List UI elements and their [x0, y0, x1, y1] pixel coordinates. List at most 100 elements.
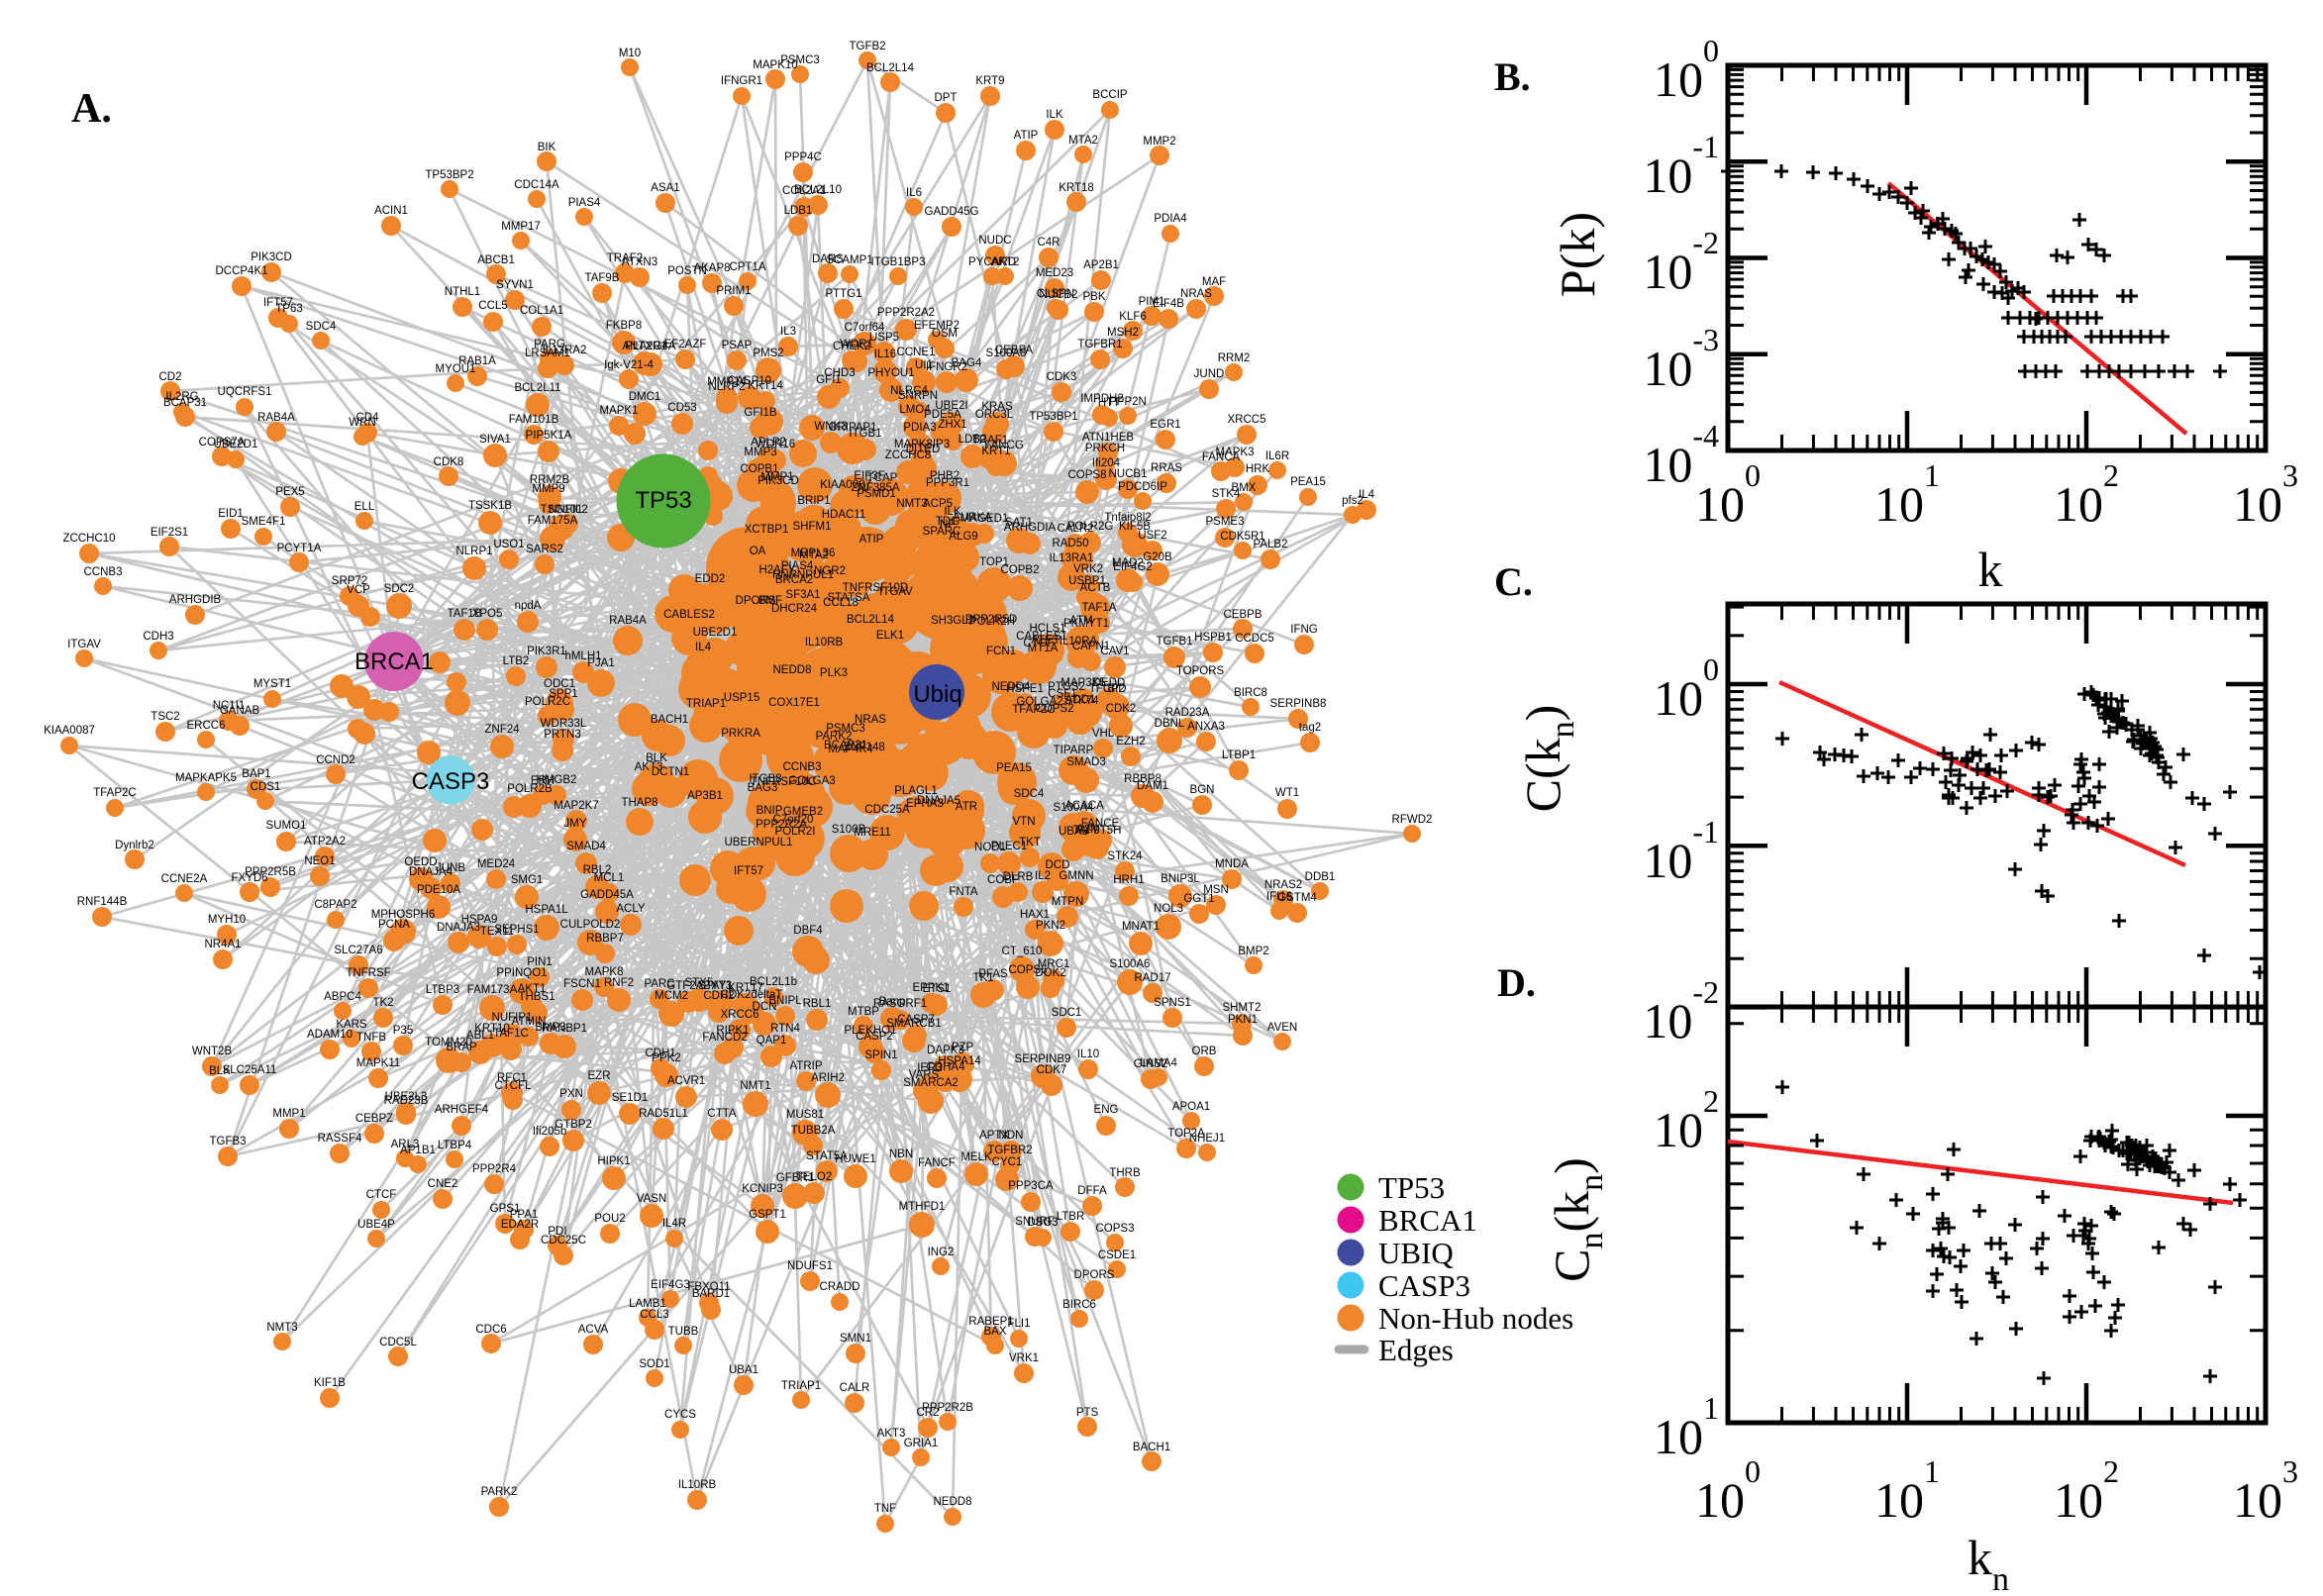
svg-text:AVEN: AVEN: [1267, 1022, 1297, 1034]
svg-text:DPORS: DPORS: [736, 595, 776, 607]
svg-text:SMAD4: SMAD4: [566, 841, 606, 852]
svg-text:C.: C.: [1494, 559, 1533, 604]
svg-text:EIF3F: EIF3F: [854, 470, 884, 482]
svg-text:MAPK1: MAPK1: [600, 405, 639, 417]
svg-text:CR2: CR2: [916, 1407, 939, 1419]
svg-text:ABPC4: ABPC4: [324, 991, 361, 1003]
svg-text:MCM2: MCM2: [655, 990, 688, 1002]
svg-text:BRCA1: BRCA1: [1378, 1203, 1477, 1238]
svg-text:UBE2D1: UBE2D1: [214, 439, 258, 450]
svg-text:OEDD: OEDD: [404, 856, 437, 868]
svg-text:KRT18: KRT18: [1059, 182, 1094, 194]
svg-text:IL10: IL10: [1077, 1048, 1099, 1060]
svg-text:Igk-V21-4: Igk-V21-4: [604, 359, 654, 371]
svg-text:RNF2: RNF2: [604, 977, 634, 989]
svg-text:ITGAV: ITGAV: [879, 586, 913, 598]
svg-text:PARK2: PARK2: [816, 731, 853, 743]
svg-text:ELK1: ELK1: [876, 630, 904, 642]
svg-text:COPS2: COPS2: [1036, 703, 1074, 715]
svg-text:TSSK1B: TSSK1B: [468, 500, 512, 512]
svg-text:MYOU1: MYOU1: [436, 363, 476, 375]
svg-text:GOLGA3: GOLGA3: [788, 775, 835, 787]
svg-text:TP53: TP53: [1378, 1170, 1445, 1205]
svg-text:UBE2D1: UBE2D1: [693, 627, 738, 639]
svg-text:GSTM4: GSTM4: [1277, 892, 1317, 904]
svg-text:CDC5L: CDC5L: [379, 1337, 417, 1348]
svg-text:CAV1: CAV1: [1100, 646, 1129, 657]
svg-text:APTX: APTX: [979, 1130, 1009, 1142]
svg-text:tag2: tag2: [1299, 722, 1321, 734]
svg-text:EIF4B: EIF4B: [1153, 298, 1184, 310]
svg-text:BMF: BMF: [758, 595, 782, 607]
svg-text:UBA1: UBA1: [729, 1364, 758, 1376]
svg-text:COPB2: COPB2: [1001, 564, 1040, 576]
svg-text:ITGB8: ITGB8: [749, 773, 781, 785]
svg-text:GRIA1: GRIA1: [904, 1438, 939, 1449]
svg-text:Edges: Edges: [1378, 1333, 1454, 1367]
svg-text:EDA2R: EDA2R: [501, 1219, 539, 1231]
svg-text:BRIP1: BRIP1: [797, 495, 830, 507]
svg-text:NRAS: NRAS: [1180, 288, 1212, 300]
svg-text:TP53: TP53: [635, 487, 691, 514]
svg-text:CYC1: CYC1: [992, 1156, 1023, 1168]
svg-text:CCNB3: CCNB3: [84, 566, 123, 578]
svg-text:MAPK8: MAPK8: [585, 966, 624, 978]
svg-text:MAPK3: MAPK3: [1216, 447, 1255, 458]
svg-text:TFAP2C: TFAP2C: [1012, 704, 1055, 716]
svg-text:ZCCHC8: ZCCHC8: [885, 449, 932, 461]
svg-text:UBERNPUL1: UBERNPUL1: [724, 837, 792, 848]
svg-text:MAF: MAF: [1202, 276, 1226, 288]
svg-text:PIN1: PIN1: [527, 956, 553, 968]
svg-text:USP15: USP15: [724, 692, 759, 704]
svg-text:PEA15: PEA15: [1290, 476, 1326, 488]
svg-text:TP53BP2: TP53BP2: [425, 169, 473, 181]
svg-text:BNIP3L: BNIP3L: [1161, 873, 1200, 885]
svg-text:TNFRSF10C: TNFRSF10C: [751, 776, 816, 788]
svg-text:DNAJA3: DNAJA3: [437, 922, 480, 934]
svg-text:CULPOLD2: CULPOLD2: [560, 919, 621, 931]
svg-text:FSCN1: FSCN1: [563, 978, 601, 990]
svg-text:DPT: DPT: [935, 92, 958, 104]
svg-text:MTPN: MTPN: [1052, 896, 1084, 908]
svg-text:RAB4A: RAB4A: [609, 615, 647, 627]
svg-text:JUND: JUND: [1194, 368, 1225, 380]
svg-text:CABLES1: CABLES1: [1016, 631, 1067, 643]
svg-text:ACACA: ACACA: [1064, 800, 1104, 812]
svg-text:LAMA4: LAMA4: [1140, 1057, 1177, 1069]
svg-text:SNRPN: SNRPN: [898, 390, 938, 402]
svg-text:OA: OA: [750, 546, 766, 557]
svg-text:TGFBR2: TGFBR2: [987, 1145, 1032, 1156]
svg-text:FAM173A: FAM173A: [467, 984, 518, 996]
svg-text:COBF: COBF: [987, 874, 1019, 886]
svg-text:PPP3R1: PPP3R1: [926, 477, 969, 489]
svg-text:C8PAP2: C8PAP2: [314, 899, 356, 911]
svg-text:MCL1: MCL1: [594, 872, 625, 884]
svg-text:CHD3: CHD3: [824, 367, 855, 379]
svg-text:PHYOU1: PHYOU1: [867, 367, 914, 379]
svg-text:PALB2: PALB2: [1254, 539, 1288, 550]
svg-text:KIAA0087: KIAA0087: [820, 479, 871, 491]
svg-text:Banp: Banp: [879, 996, 906, 1008]
svg-text:PPP2R2A2: PPP2R2A2: [877, 307, 935, 319]
svg-text:PDI: PDI: [548, 1226, 566, 1238]
svg-text:VTN: VTN: [1013, 816, 1036, 828]
svg-text:UBE4P: UBE4P: [357, 1219, 395, 1231]
svg-text:AP3B1: AP3B1: [687, 790, 723, 802]
svg-text:MMP9: MMP9: [532, 483, 564, 495]
svg-text:CLSPN: CLSPN: [1037, 288, 1074, 300]
svg-text:SMAD3: SMAD3: [1066, 756, 1106, 768]
svg-text:ORB: ORB: [1192, 1046, 1217, 1057]
svg-text:NNFIL2: NNFIL2: [549, 504, 588, 516]
svg-text:RAD50: RAD50: [1052, 538, 1088, 549]
svg-text:IL4R: IL4R: [662, 1218, 686, 1230]
svg-text:TSG101: TSG101: [541, 504, 583, 516]
svg-text:USP5: USP5: [869, 332, 899, 344]
svg-text:DCD: DCD: [1046, 859, 1070, 871]
svg-text:PIK3R1: PIK3R1: [527, 646, 566, 657]
svg-text:ELL: ELL: [354, 501, 375, 513]
svg-text:PPP2R4: PPP2R4: [472, 1163, 517, 1175]
svg-text:IL4: IL4: [1359, 489, 1375, 501]
svg-text:IL10RB: IL10RB: [678, 1479, 717, 1491]
svg-text:ACTB: ACTB: [1080, 582, 1111, 594]
svg-text:CYCS: CYCS: [664, 1409, 696, 1421]
